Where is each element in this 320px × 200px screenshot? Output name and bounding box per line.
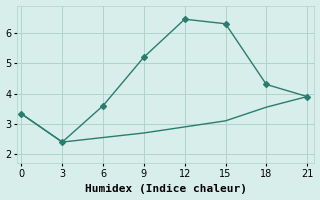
X-axis label: Humidex (Indice chaleur): Humidex (Indice chaleur) [85, 184, 247, 194]
